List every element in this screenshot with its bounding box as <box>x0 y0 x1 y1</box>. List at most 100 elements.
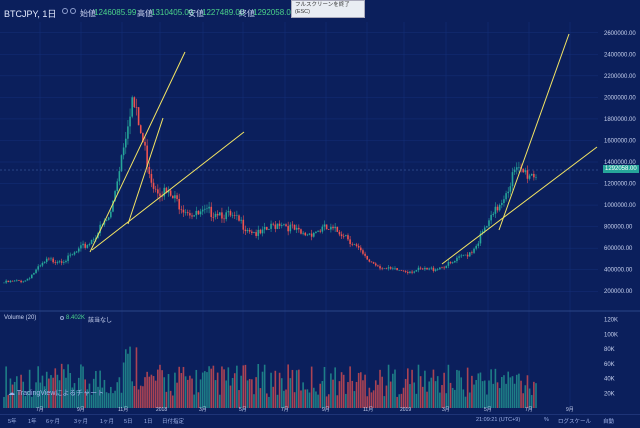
percent-toggle[interactable]: % <box>544 417 549 423</box>
auto-scale-toggle[interactable]: 自動 <box>603 419 615 425</box>
candle-body <box>325 224 328 230</box>
volume-bar <box>11 384 14 408</box>
candle-body <box>69 254 72 256</box>
candle-body <box>261 229 264 234</box>
volume-bar <box>528 388 531 408</box>
candle-body <box>387 267 390 269</box>
candle-body <box>214 213 217 218</box>
volume-bar <box>7 395 10 408</box>
candle-body <box>436 269 439 270</box>
volume-bar <box>351 380 354 408</box>
candle-body <box>445 265 448 269</box>
volume-bar <box>272 386 275 408</box>
candle-body <box>355 244 358 246</box>
volume-bar <box>144 377 146 408</box>
volume-bar <box>498 388 501 408</box>
candle-body <box>362 250 364 254</box>
candle-body <box>526 170 529 179</box>
visibility-icon[interactable] <box>62 8 68 14</box>
candle-body <box>492 213 495 215</box>
volume-bar <box>475 380 477 408</box>
volume-bar <box>520 380 522 408</box>
volume-bar <box>176 382 178 408</box>
candle-body <box>56 262 59 263</box>
range-1y[interactable]: 1年 <box>28 419 37 425</box>
candle-body <box>28 278 31 279</box>
volume-bar <box>48 378 50 408</box>
candle-body <box>253 232 255 233</box>
candle-body <box>144 141 146 146</box>
volume-bar <box>417 364 420 408</box>
candle-body <box>443 267 445 269</box>
candle-body <box>404 271 407 273</box>
volume-bar <box>13 381 16 408</box>
chart-canvas[interactable]: 2600000.00 2400000.00 2200000.00 2000000.00… <box>0 0 640 414</box>
volume-bar <box>511 376 514 408</box>
candle-body <box>54 262 57 263</box>
candle-body <box>424 267 426 270</box>
volume-bar <box>477 373 480 408</box>
volume-bar <box>473 384 475 408</box>
price-axis-label: 400000.00 <box>604 268 633 274</box>
volume-bar <box>63 369 65 408</box>
candle-body <box>33 273 35 275</box>
volume-bar <box>503 375 505 408</box>
candle-body <box>229 211 232 216</box>
candle-body <box>186 212 189 214</box>
candle-body <box>227 211 230 213</box>
volume-bar <box>362 380 364 408</box>
volume-bar <box>385 385 388 408</box>
settings-icon[interactable] <box>70 8 76 14</box>
range-6m[interactable]: 6ヶ月 <box>46 419 61 425</box>
volume-bar <box>52 377 54 408</box>
candle-body <box>357 245 360 248</box>
symbol-label[interactable]: BTCJPY, 1日 <box>4 9 57 19</box>
volume-bar <box>129 346 131 408</box>
candle-body <box>389 267 392 269</box>
volume-bar <box>327 394 330 408</box>
candle-body <box>73 252 76 255</box>
volume-bar <box>310 366 313 408</box>
candle-body <box>430 267 433 269</box>
range-3m[interactable]: 3ヶ月 <box>74 419 89 425</box>
grid-lines <box>0 22 598 408</box>
range-1d[interactable]: 1日 <box>144 419 153 425</box>
volume-bar <box>494 368 497 408</box>
candle-body <box>334 226 336 229</box>
range-1m[interactable]: 1ヶ月 <box>100 419 115 425</box>
volume-bar <box>103 379 106 408</box>
volume-bar <box>501 376 503 408</box>
candle-body <box>133 97 136 108</box>
candle-body <box>471 252 473 253</box>
price-candles <box>3 95 537 285</box>
volume-label[interactable]: Volume (20) <box>4 315 37 321</box>
volume-bar <box>526 375 529 408</box>
volume-axis-label: 100K <box>604 332 618 338</box>
volume-bar <box>223 369 225 408</box>
volume-bar <box>394 369 396 408</box>
range-5d[interactable]: 5日 <box>124 419 133 425</box>
log-scale-toggle[interactable]: ログスケール <box>558 419 592 425</box>
range-date-picker[interactable]: 日付指定 <box>162 419 185 425</box>
candle-body <box>342 236 345 237</box>
volume-bar <box>349 366 351 408</box>
tradingview-logo[interactable]: ☁ TradingViewによるチャート <box>8 388 104 398</box>
candle-body <box>191 215 193 217</box>
volume-bar <box>338 381 341 408</box>
candle-body <box>407 272 409 273</box>
candle-body <box>353 244 356 245</box>
candle-body <box>336 226 339 232</box>
price-axis-label: 1200000.00 <box>604 182 636 188</box>
volume-bar <box>186 379 189 408</box>
volume-bar <box>82 366 84 408</box>
candle-body <box>528 175 531 179</box>
volume-bar <box>259 388 262 408</box>
candle-body <box>159 193 161 197</box>
candle-body <box>530 173 533 176</box>
volume-bar <box>212 365 215 408</box>
volume-bar <box>238 390 240 408</box>
volume-bar <box>468 392 471 408</box>
candle-body <box>218 212 221 216</box>
range-5y[interactable]: 5年 <box>8 419 17 425</box>
volume-settings-icon[interactable] <box>60 316 64 320</box>
